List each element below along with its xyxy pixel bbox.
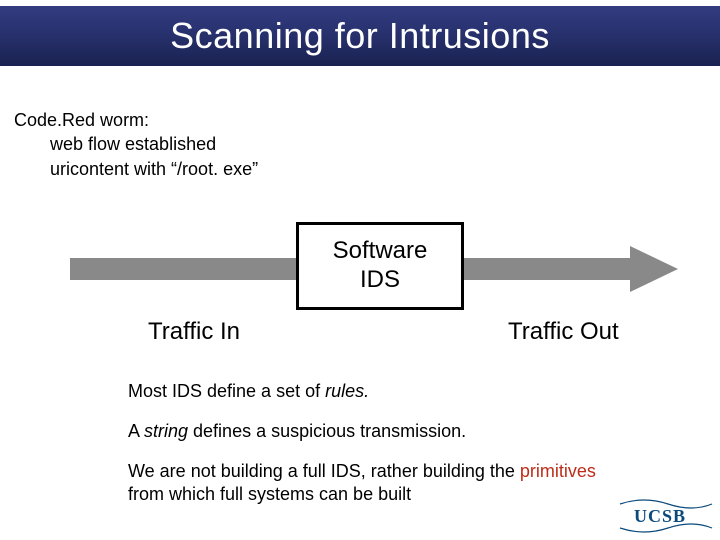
- ucsb-logo-text: UCSB: [634, 506, 686, 526]
- slide-title: Scanning for Intrusions: [170, 15, 550, 57]
- p3-pre: We are not building a full IDS, rather b…: [128, 461, 520, 481]
- para-string: A string defines a suspicious transmissi…: [128, 420, 628, 443]
- p3-primitives-red: primitives: [520, 461, 596, 481]
- codered-worm-desc: Code.Red worm: web flow established uric…: [14, 108, 258, 181]
- title-band: Scanning for Intrusions: [0, 6, 720, 66]
- ids-line2: IDS: [360, 266, 400, 293]
- p2-post: defines a suspicious transmission.: [188, 421, 466, 441]
- p1-rules-italic: rules.: [325, 381, 369, 401]
- traffic-in-label: Traffic In: [148, 318, 240, 346]
- software-ids-box: Software IDS: [296, 222, 464, 310]
- flow-arrow-head-icon: [630, 246, 678, 292]
- p3-post: from which full systems can be built: [128, 484, 411, 504]
- p2-pre: A: [128, 421, 144, 441]
- ids-line1: Software: [333, 237, 428, 264]
- ids-box-text: Software IDS: [333, 237, 428, 295]
- traffic-out-label: Traffic Out: [508, 318, 619, 346]
- para-primitives: We are not building a full IDS, rather b…: [128, 460, 628, 507]
- worm-line-3: uricontent with “/root. exe”: [14, 157, 258, 181]
- ucsb-logo: UCSB: [618, 498, 714, 539]
- ucsb-logo-icon: UCSB: [618, 498, 714, 534]
- worm-line-1: Code.Red worm:: [14, 108, 258, 132]
- worm-line-2: web flow established: [14, 132, 258, 156]
- p2-string-italic: string: [144, 421, 188, 441]
- p1-pre: Most IDS define a set of: [128, 381, 325, 401]
- para-rules: Most IDS define a set of rules.: [128, 380, 628, 403]
